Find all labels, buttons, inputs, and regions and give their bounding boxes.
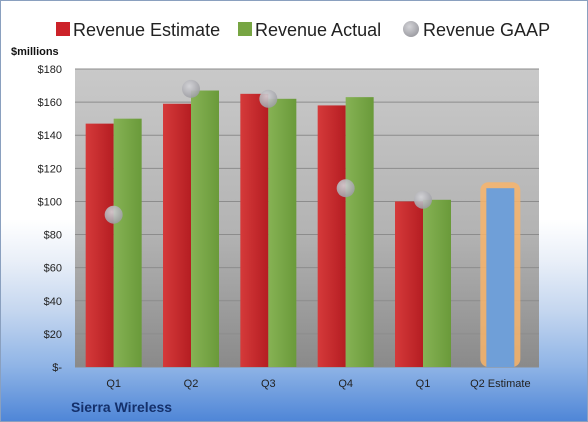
y-axis: $- $20 $40 $60 $80 $100 $120 $140 $160 $180 [38,64,63,374]
marker-revenue-gaap [336,179,355,198]
marker-revenue-gaap [414,190,432,209]
bar-revenue-actual [113,118,142,368]
x-tick-label: Q3 [261,378,276,390]
bar-revenue-estimate [240,93,269,367]
legend: Revenue Estimate Revenue Actual Revenue … [56,20,550,40]
y-axis-unit-label: $millions [11,46,59,58]
marker-revenue-gaap [182,79,200,98]
bar-revenue-actual [268,98,297,368]
y-tick-label: $180 [38,64,62,76]
y-tick-label: $160 [38,97,62,109]
bar-revenue-actual [191,90,219,368]
legend-label-estimate: Revenue Estimate [73,20,220,40]
legend-swatch-estimate [56,22,70,36]
y-tick-label: $80 [44,230,62,242]
gaap-markers [104,79,432,224]
x-axis: Q1 Q2 Q3 Q4 Q1 Q2 Estimate [106,378,530,390]
x-tick-label: Q4 [338,378,353,390]
y-tick-label: $20 [44,329,62,341]
marker-revenue-gaap [259,89,278,108]
bars [85,90,521,368]
legend-label-actual: Revenue Actual [255,20,381,40]
x-tick-label: Q1 [106,378,121,390]
legend-label-gaap: Revenue GAAP [423,20,550,40]
y-tick-label: $120 [38,163,62,175]
bar-revenue-estimate [163,103,191,368]
bar-revenue-estimate [317,105,346,367]
bar-revenue-projection [486,188,515,367]
plot-area [75,69,539,367]
bar-revenue-estimate [395,201,423,367]
company-name: Sierra Wireless [71,399,172,415]
x-tick-label: Q2 Estimate [470,378,531,390]
y-tick-label: $40 [44,296,62,308]
bar-revenue-estimate [85,123,114,367]
x-tick-label: Q2 [184,378,199,390]
bar-revenue-actual [423,199,451,367]
legend-swatch-actual [238,22,252,36]
legend-swatch-gaap [403,21,419,37]
x-tick-label: Q1 [416,378,431,390]
y-tick-label: $100 [38,196,62,208]
y-tick-label: $60 [44,263,62,275]
y-tick-label: $140 [38,130,62,142]
bar-revenue-actual [345,97,374,368]
gridlines [75,68,539,368]
marker-revenue-gaap [104,205,123,224]
y-tick-label: $- [52,362,62,374]
